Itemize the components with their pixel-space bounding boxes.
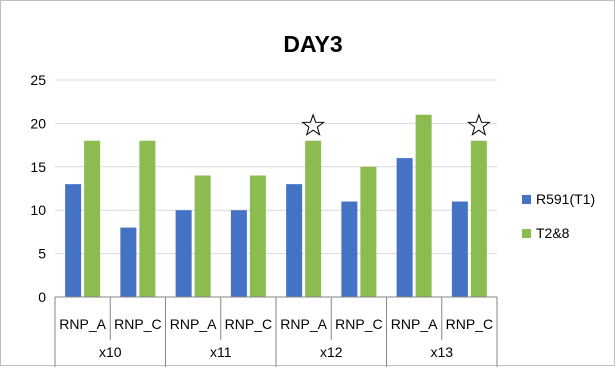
y-tick-label: 20 (30, 115, 46, 131)
y-tick-label: 25 (30, 72, 46, 88)
bar-series-1 (451, 201, 468, 297)
x-group-label: x12 (320, 344, 343, 360)
y-axis-ticks: 0 5 10 15 20 25 (30, 72, 46, 305)
y-tick-label: 15 (30, 159, 46, 175)
bar-series-1 (120, 227, 137, 297)
chart-title: DAY3 (283, 31, 342, 57)
x-category-label: RNP_A (391, 316, 438, 332)
bar-series-2 (249, 175, 266, 297)
x-category-label: RNP_C (225, 316, 272, 332)
x-category-label: RNP_A (170, 316, 217, 332)
y-tick-label: 0 (38, 289, 46, 305)
y-tick-label: 10 (30, 202, 46, 218)
bar-series-2 (194, 175, 211, 297)
bar-series-2 (305, 140, 322, 297)
x-category-label: RNP_C (446, 316, 493, 332)
x-group-label: x10 (99, 344, 122, 360)
legend: R591(T1) T2&8 (522, 191, 595, 241)
bar-series-1 (230, 210, 247, 297)
star-icon (301, 113, 326, 136)
bar-series-2 (139, 140, 156, 297)
star-icon (466, 113, 491, 136)
bar-series-1 (341, 201, 358, 297)
legend-swatch (522, 229, 531, 238)
bar-series-1 (175, 210, 192, 297)
y-tick-label: 5 (38, 246, 46, 262)
annotations (301, 113, 491, 136)
bars (65, 114, 487, 297)
x-axis: RNP_A RNP_C RNP_A RNP_C RNP_A RNP_C RNP_A RNP_C… (54, 296, 498, 367)
legend-label: R591(T1) (536, 191, 595, 207)
bar-series-1 (396, 158, 413, 297)
x-group-label: x13 (430, 344, 453, 360)
bar-series-2 (415, 114, 432, 297)
bar-series-2 (360, 166, 377, 297)
x-category-label: RNP_C (335, 316, 382, 332)
legend-label: T2&8 (536, 225, 570, 241)
bar-series-2 (84, 140, 101, 297)
bar-series-1 (286, 184, 303, 297)
bar-series-2 (470, 140, 487, 297)
x-category-label: RNP_C (114, 316, 161, 332)
x-group-label: x11 (210, 344, 232, 360)
legend-swatch (522, 195, 531, 204)
x-category-label: RNP_A (280, 316, 327, 332)
x-category-label: RNP_A (59, 316, 106, 332)
bar-series-1 (65, 184, 82, 297)
